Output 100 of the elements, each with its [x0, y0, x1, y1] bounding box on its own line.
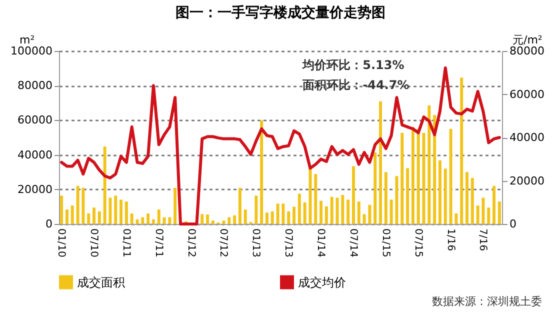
bar: [352, 166, 355, 224]
x-tick-label: 01/11: [120, 228, 132, 258]
bar: [314, 174, 318, 224]
x-tick-label: 07/14: [347, 228, 358, 258]
bar: [98, 211, 101, 224]
bar: [390, 200, 393, 224]
bar: [379, 101, 382, 224]
bar: [152, 219, 155, 224]
annotation: 面积环比：-44.7%: [302, 78, 410, 92]
bar: [211, 220, 214, 224]
bar: [470, 178, 474, 224]
x-tick-label: 01/10: [56, 228, 67, 258]
bar: [346, 200, 350, 224]
bar: [141, 217, 144, 224]
y2-tick-label: 20000: [510, 174, 544, 188]
bar: [498, 202, 501, 224]
y2-tick-label: 60000: [510, 88, 544, 101]
x-tick-label: 01/15: [380, 228, 391, 258]
bar: [476, 205, 480, 224]
bar: [308, 168, 312, 224]
bar: [233, 215, 236, 224]
x-tick-label: 1/16: [444, 228, 456, 251]
legend-label: 成交均价: [298, 275, 346, 290]
y-tick-label: 60000: [18, 114, 52, 127]
annotation: 均价环比：5.13%: [302, 58, 404, 72]
bar: [287, 211, 290, 224]
bar: [120, 200, 123, 224]
bar: [433, 115, 436, 224]
y2-tick-label: 0: [510, 218, 516, 230]
bar: [400, 132, 404, 224]
bar: [282, 204, 285, 224]
bar: [466, 172, 468, 224]
y-tick-label: 80000: [18, 79, 52, 92]
bar: [320, 200, 323, 224]
bar: [146, 213, 150, 224]
bar: [492, 186, 496, 224]
bar: [276, 204, 280, 224]
bar: [362, 214, 366, 224]
bar: [114, 196, 118, 224]
bar: [103, 146, 106, 224]
bar: [266, 212, 268, 224]
bar: [124, 202, 128, 224]
bar: [228, 217, 231, 224]
bar: [487, 208, 490, 224]
bar: [482, 198, 485, 224]
bar: [70, 205, 74, 224]
y2-tick-label: 80000: [510, 44, 544, 58]
bar: [238, 188, 242, 224]
bar: [92, 208, 96, 224]
bar: [270, 211, 274, 224]
bar: [157, 209, 160, 224]
bar: [60, 196, 64, 224]
x-tick-label: 07/11: [152, 228, 164, 258]
y2-tick-label: 40000: [510, 131, 544, 144]
bar: [357, 202, 360, 224]
bar: [206, 214, 210, 224]
bar: [162, 217, 166, 224]
bar: [341, 194, 344, 224]
bar: [416, 128, 420, 224]
bar: [384, 172, 388, 224]
bar: [395, 176, 398, 224]
x-tick-label: 01/12: [185, 228, 196, 258]
bar: [65, 209, 68, 224]
legend-label: 成交面积: [77, 275, 125, 290]
x-tick-label: 07/15: [412, 228, 424, 258]
bar: [76, 186, 80, 224]
bar: [303, 202, 306, 224]
bar: [438, 160, 442, 224]
bar: [168, 217, 172, 224]
bar: [87, 213, 90, 224]
y-tick-label: 40000: [18, 148, 52, 162]
bar: [454, 213, 458, 224]
bar: [174, 188, 177, 224]
x-tick-label: 7/16: [477, 228, 488, 251]
source-note: 数据来源：深圳规土委: [432, 295, 542, 308]
y-axis-title: m²: [20, 34, 35, 46]
bar: [428, 105, 431, 224]
y-tick-label: 20000: [18, 182, 52, 196]
x-tick-label: 01/14: [315, 228, 326, 258]
x-tick-label: 07/10: [88, 228, 99, 258]
bar: [130, 213, 134, 224]
x-tick-label: 07/13: [282, 228, 294, 258]
bar: [200, 214, 204, 224]
y-tick-label: 100000: [10, 44, 52, 58]
bar: [411, 126, 414, 224]
bar: [324, 206, 328, 224]
bar: [374, 152, 377, 224]
chart-title: 图一：一手写字楼成交量价走势图: [176, 4, 386, 21]
y2-axis-title: 元/m²: [512, 34, 542, 46]
bar: [298, 194, 301, 224]
x-tick-label: 07/12: [218, 228, 229, 258]
bar: [244, 209, 247, 224]
bar: [330, 196, 334, 224]
bar: [406, 168, 410, 224]
bar: [292, 206, 296, 224]
bar: [368, 204, 372, 224]
bar: [449, 128, 452, 224]
bar: [260, 120, 264, 224]
bar: [460, 78, 464, 224]
x-tick-label: 01/13: [250, 228, 262, 258]
